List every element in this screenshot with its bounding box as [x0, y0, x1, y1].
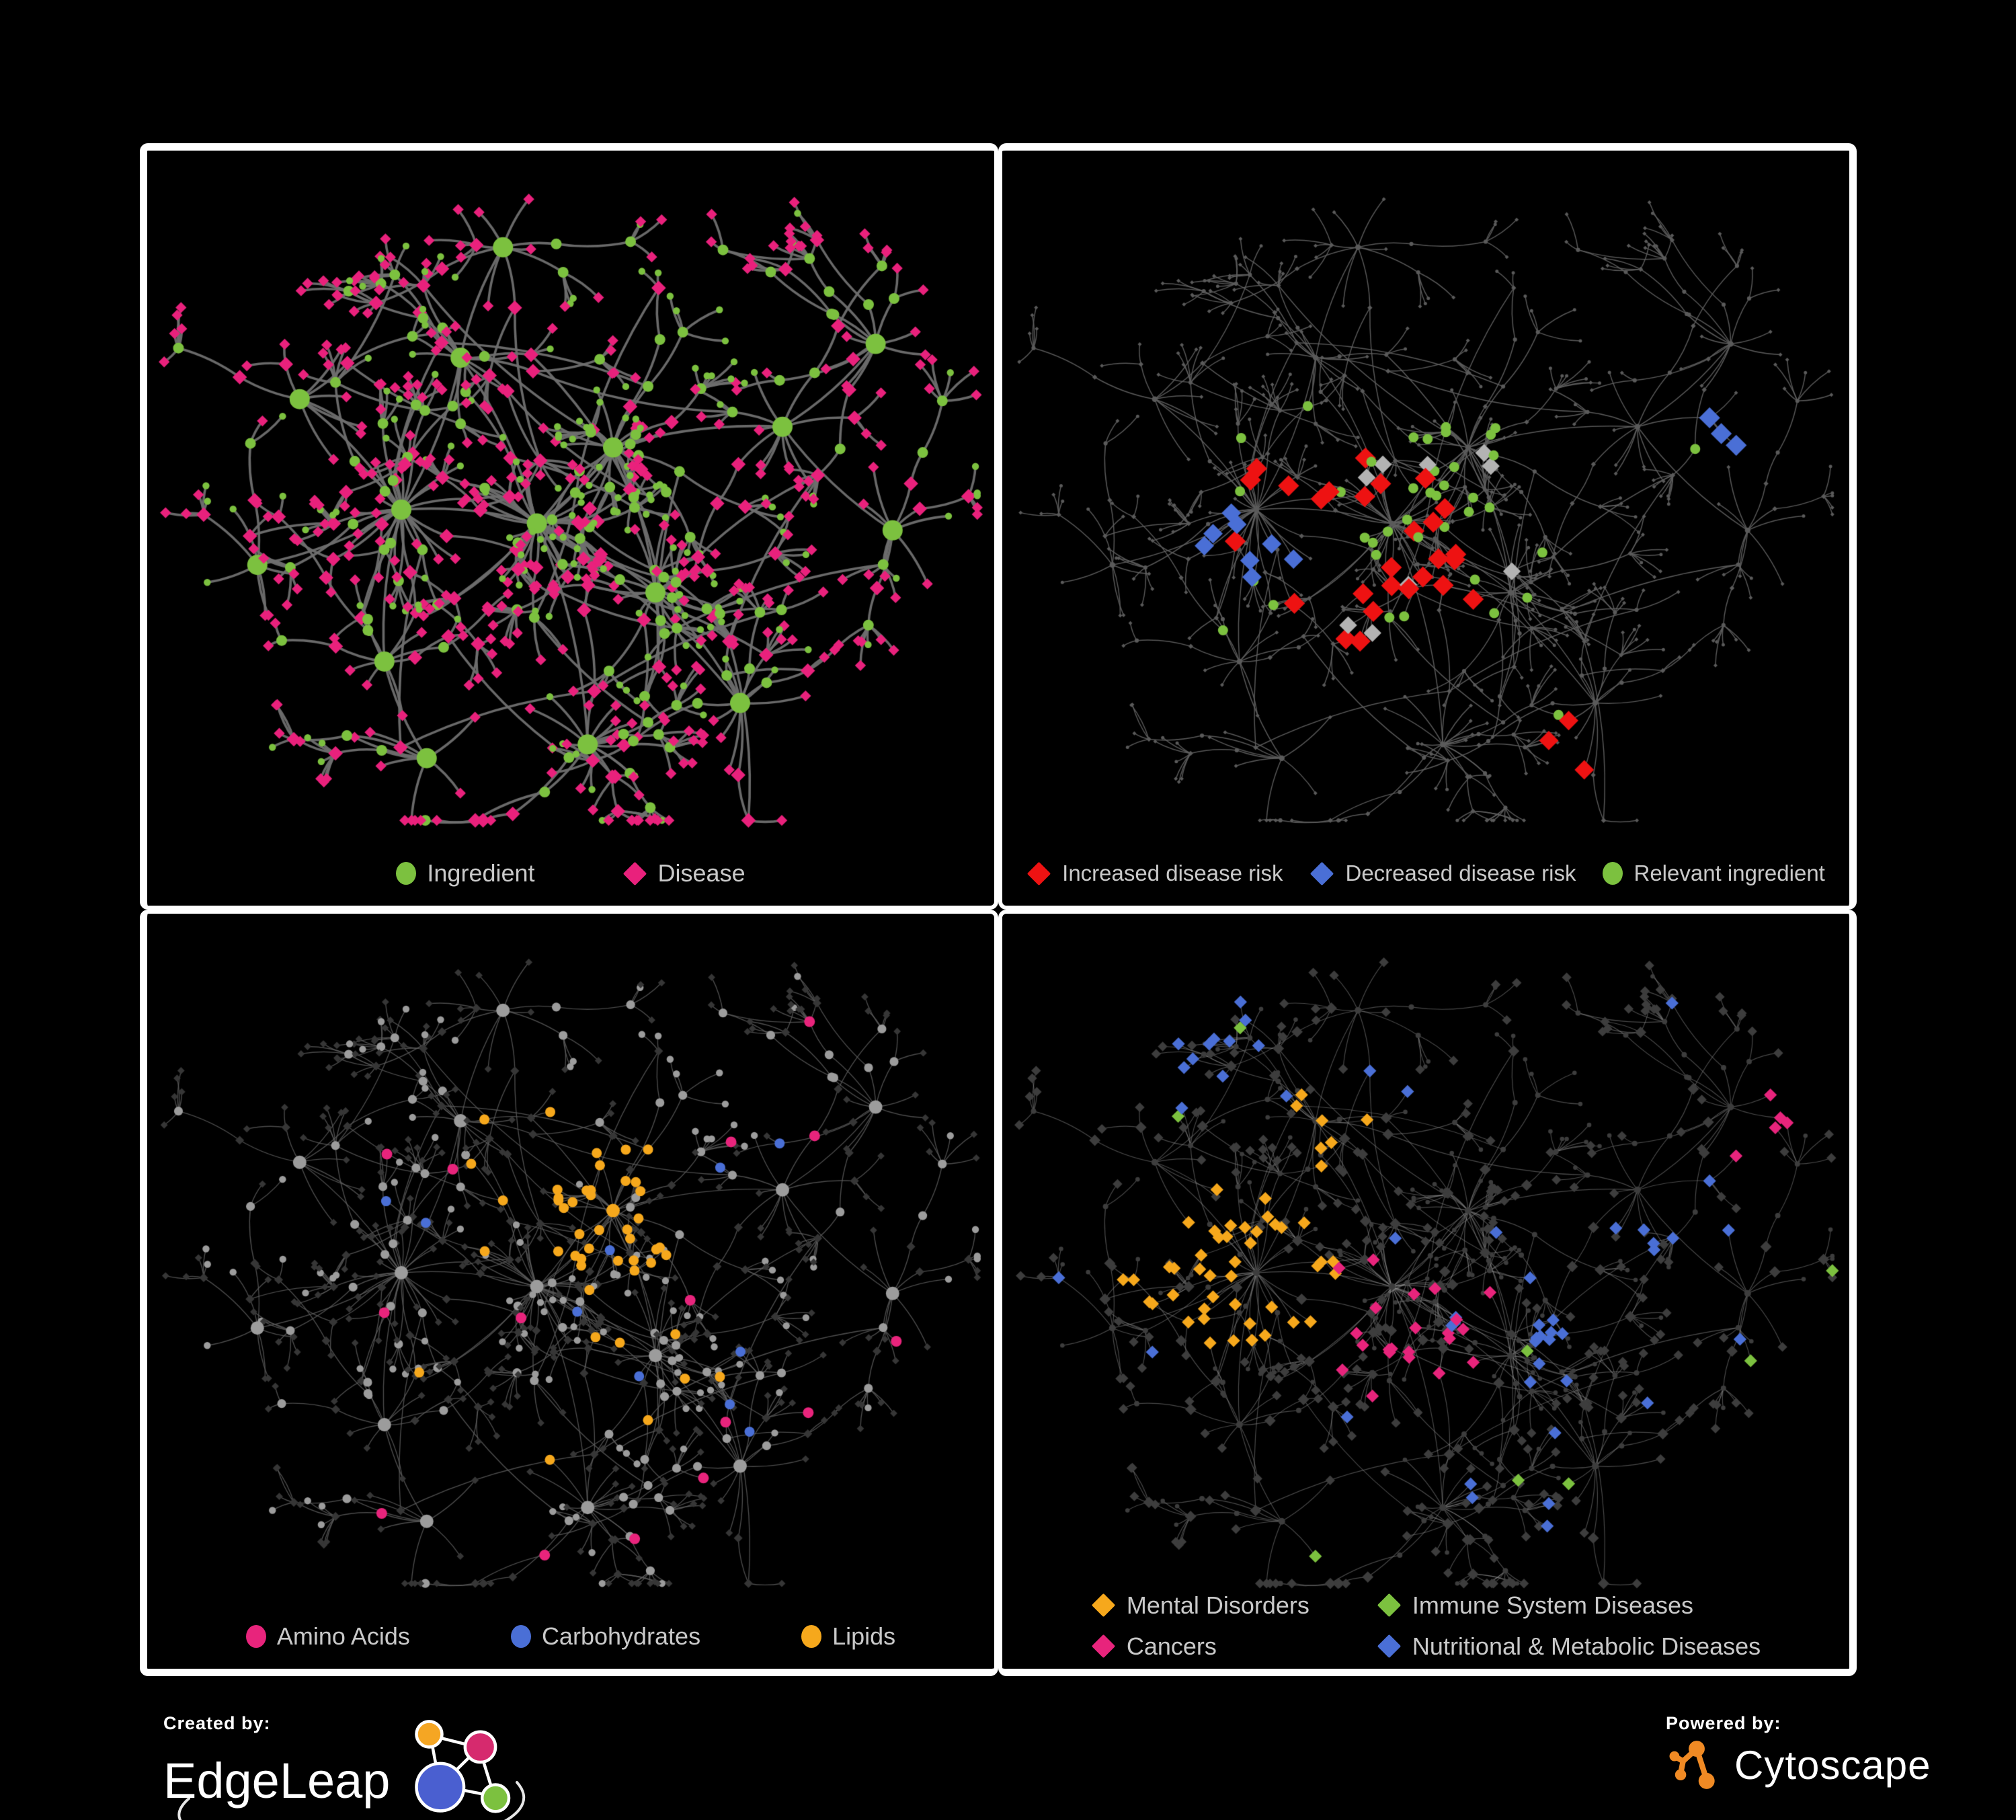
legend-label: Immune System Diseases — [1412, 1591, 1694, 1619]
increased-risk-marker — [1026, 861, 1051, 885]
legend-item: Cancers — [1091, 1626, 1309, 1666]
legend-label: Increased disease risk — [1062, 861, 1283, 885]
panel-ingredient-disease: Ingredient Disease — [140, 143, 998, 910]
edgeleap-logo: EdgeLeap — [163, 1720, 526, 1820]
legend-label: Ingredient — [427, 859, 535, 887]
ingredient-marker — [396, 862, 417, 885]
legend-disease-classes: Mental Disorders Cancers Immune System D… — [1002, 1585, 1849, 1666]
legend-item: Mental Disorders — [1091, 1585, 1309, 1625]
legend-nutrient-classes: Amino Acids Carbohydrates Lipids — [147, 1604, 994, 1669]
legend-item: Nutritional & Metabolic Diseases — [1377, 1626, 1761, 1666]
legend-item: Ingredient — [396, 859, 535, 887]
powered-by-block: Powered by: Cytoscape — [1666, 1713, 1931, 1796]
legend-label: Mental Disorders — [1126, 1591, 1309, 1619]
legend-item: Relevant ingredient — [1603, 861, 1825, 886]
legend-item: Decreased disease risk — [1309, 861, 1576, 886]
relevant-ingredient-marker — [1603, 862, 1623, 885]
legend-label: Cancers — [1126, 1632, 1217, 1660]
legend-label: Decreased disease risk — [1345, 861, 1576, 885]
cytoscape-logo-icon — [1669, 1741, 1715, 1789]
mental-disorders-marker — [1091, 1593, 1116, 1618]
decreased-risk-marker — [1310, 861, 1334, 885]
created-by-block: Created by: EdgeLeap — [163, 1713, 526, 1820]
carbohydrates-marker — [510, 1625, 531, 1648]
network-canvas-disease-risk — [1002, 151, 1849, 841]
cytoscape-logo: Cytoscape — [1666, 1734, 1931, 1796]
legend-label: Relevant ingredient — [1634, 861, 1825, 885]
legend-label: Nutritional & Metabolic Diseases — [1412, 1632, 1761, 1660]
panel-disease-classes: Mental Disorders Cancers Immune System D… — [998, 910, 1857, 1676]
panel-disease-risk: Increased disease risk Decreased disease… — [998, 143, 1857, 910]
legend-item: Lipids — [801, 1622, 895, 1651]
legend-item: Carbohydrates — [510, 1622, 701, 1651]
legend-item: Disease — [622, 859, 745, 887]
created-by-label: Created by: — [163, 1713, 271, 1733]
cancers-marker — [1091, 1634, 1116, 1659]
lipids-marker — [801, 1625, 822, 1648]
network-canvas-ingredient-disease — [147, 151, 994, 841]
legend-label: Amino Acids — [276, 1622, 410, 1650]
legend-label: Carbohydrates — [541, 1622, 701, 1650]
network-canvas-nutrient-classes — [147, 914, 994, 1604]
legend-item: Amino Acids — [245, 1622, 410, 1651]
nutritional-metabolic-marker — [1377, 1634, 1402, 1659]
immune-diseases-marker — [1377, 1593, 1402, 1618]
legend-ingredient-disease: Ingredient Disease — [147, 841, 994, 906]
panel-grid: Ingredient Disease Increased disease ris… — [140, 143, 1857, 1676]
legend-disease-risk: Increased disease risk Decreased disease… — [1002, 841, 1849, 906]
network-canvas-disease-classes — [1002, 914, 1849, 1604]
legend-item: Immune System Diseases — [1377, 1585, 1761, 1625]
legend-label: Disease — [657, 859, 745, 887]
legend-item: Increased disease risk — [1026, 861, 1283, 886]
panel-nutrient-classes: Amino Acids Carbohydrates Lipids — [140, 910, 998, 1676]
edgeleap-wordmark: EdgeLeap — [163, 1752, 391, 1809]
legend-label: Lipids — [832, 1622, 896, 1650]
powered-by-label: Powered by: — [1666, 1713, 1781, 1733]
cytoscape-wordmark: Cytoscape — [1734, 1742, 1931, 1788]
edgeleap-logo-icon — [415, 1720, 511, 1813]
disease-marker — [622, 861, 647, 885]
amino-acids-marker — [245, 1625, 266, 1648]
